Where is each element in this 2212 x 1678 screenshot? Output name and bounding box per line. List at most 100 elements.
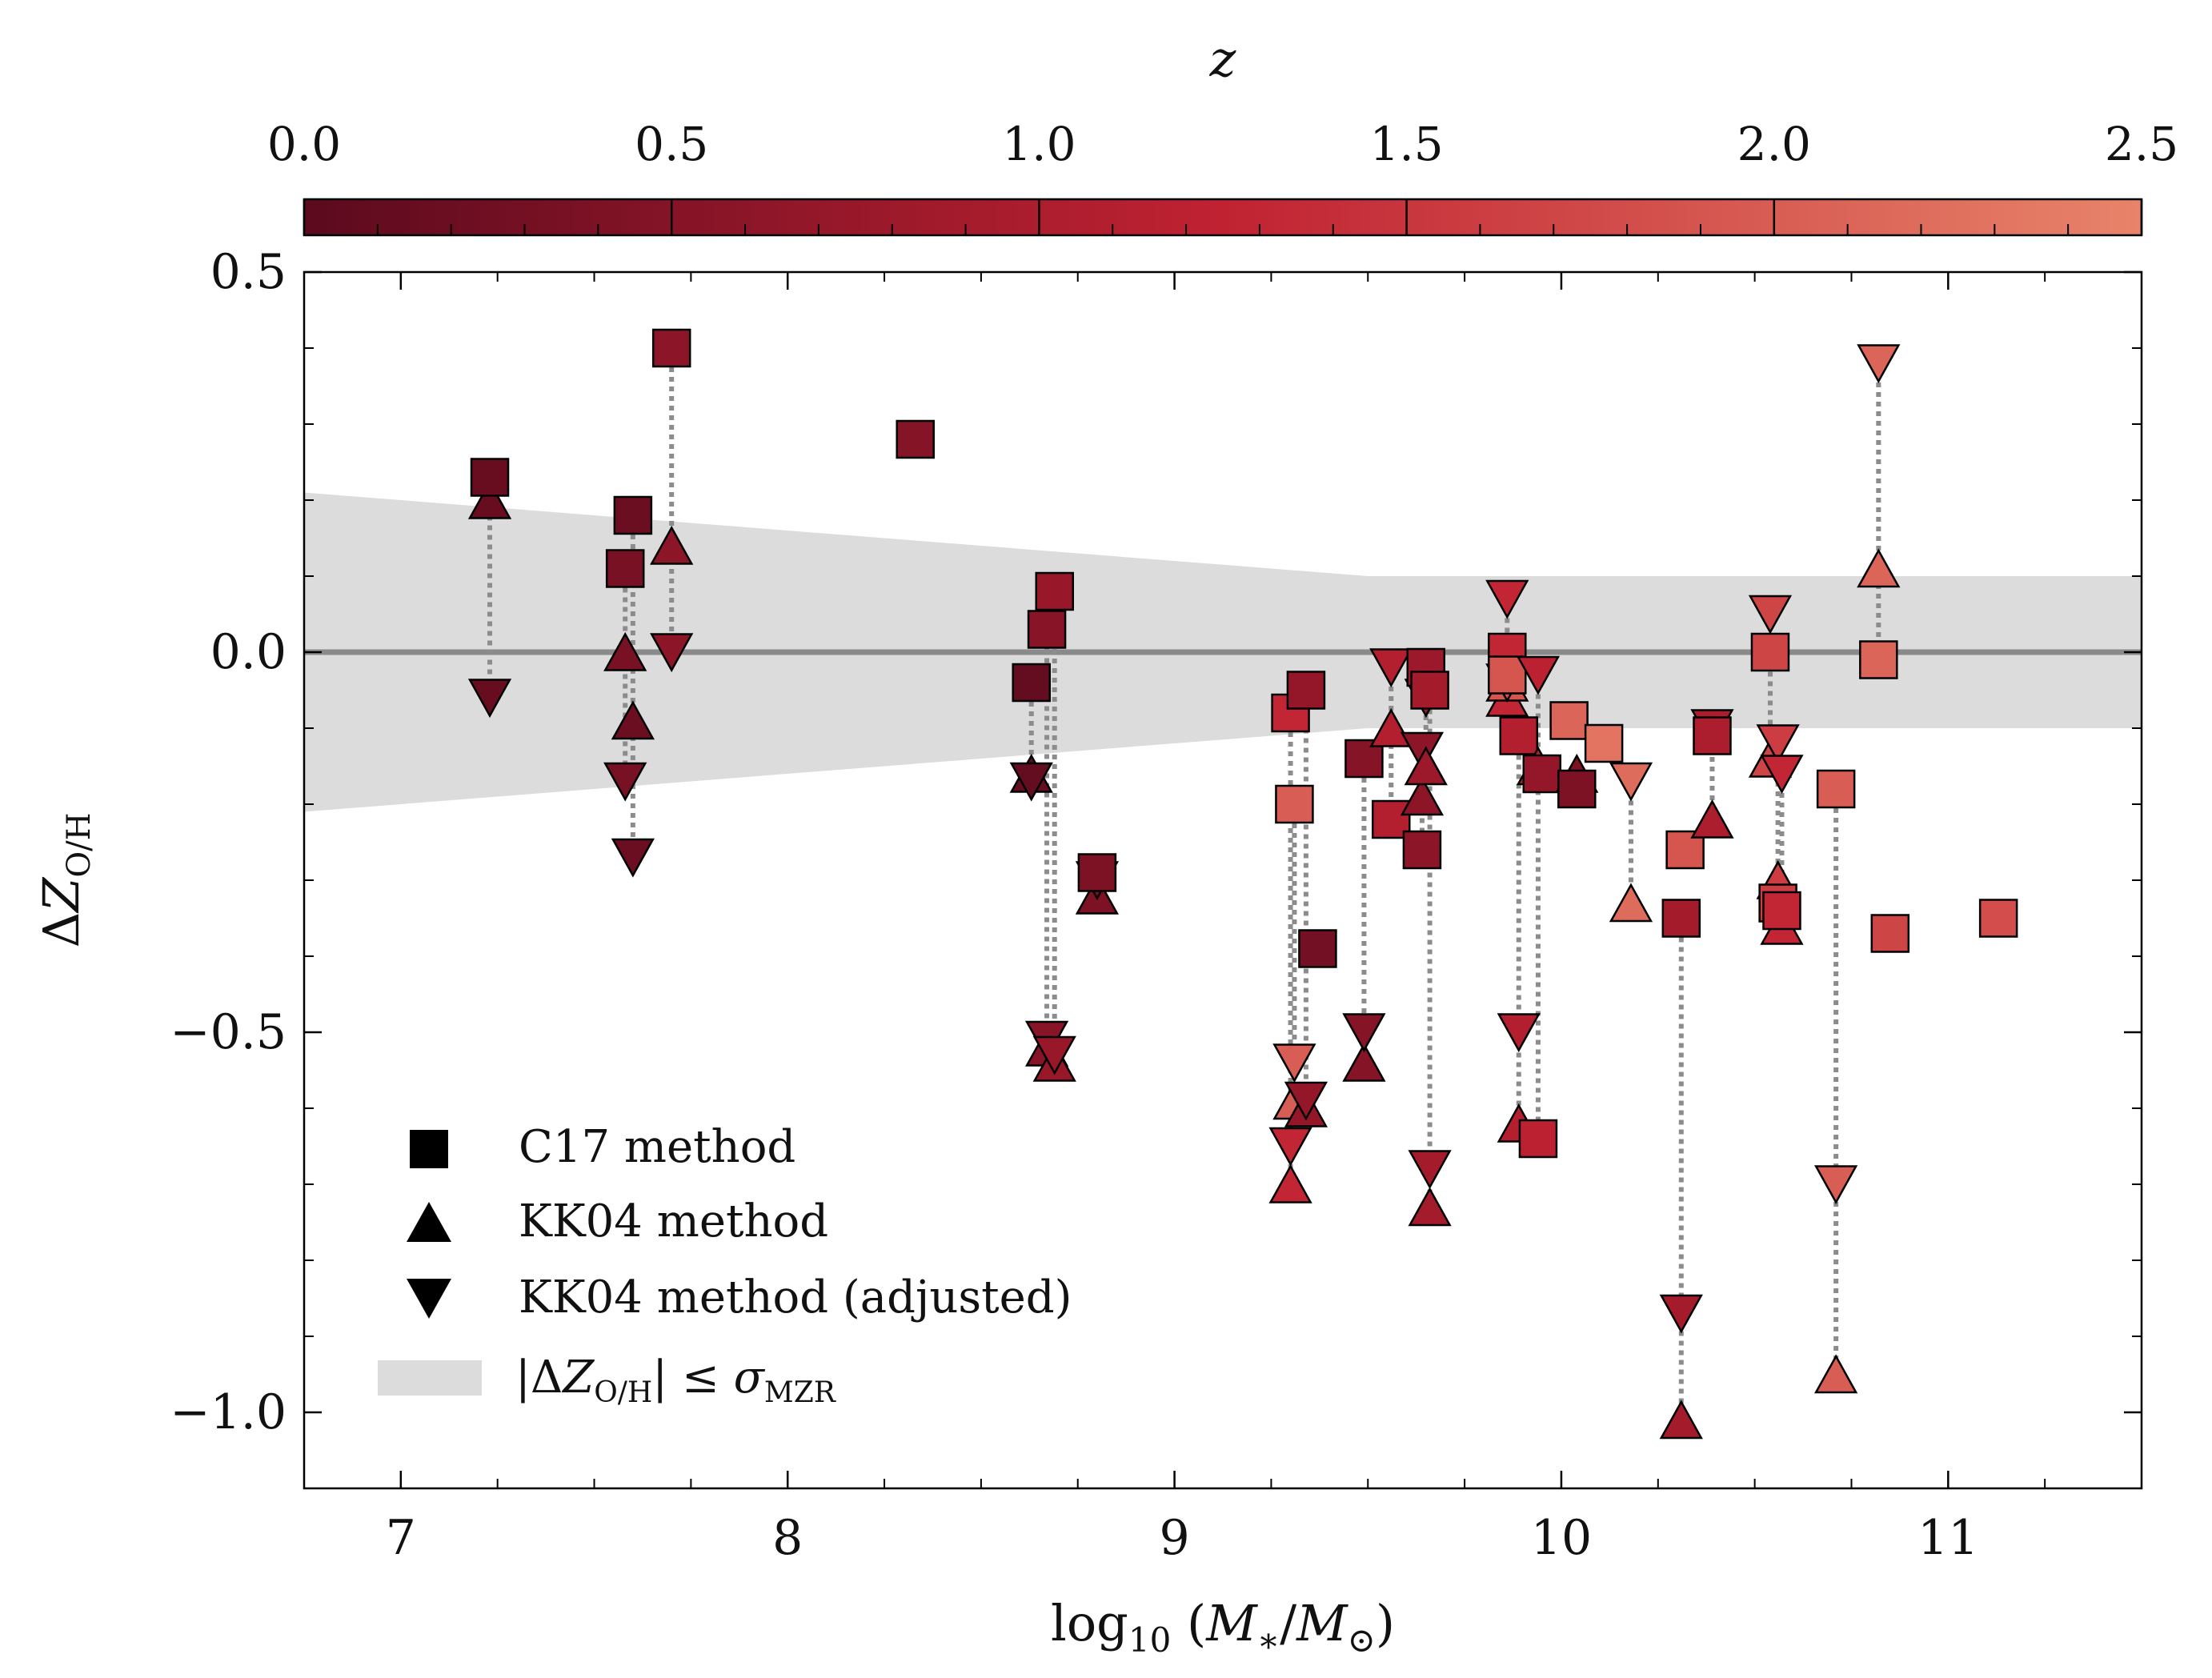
c17-marker [1488, 655, 1527, 695]
kk04-adjusted-marker [1485, 579, 1529, 619]
c17-marker [1859, 640, 1898, 679]
legend: C17 method KK04 method KK04 method (adju… [378, 1121, 1072, 1409]
c17-marker [1870, 914, 1910, 953]
c17-marker [1035, 571, 1074, 611]
colorbar: 0.0 0.5 1.0 1.5 2.0 2.5 z [267, 30, 2178, 237]
kk04-adjusted-marker [467, 679, 512, 719]
c17-marker [470, 458, 510, 497]
c17-marker [613, 495, 653, 535]
c17-marker [1978, 899, 2018, 938]
legend-triangle-up-marker [407, 1202, 451, 1242]
c17-marker [1286, 671, 1326, 710]
axis-ticks: 7 8 9 10 11 0.5 0.0 −0.5 −1.0 [170, 244, 2142, 1566]
kk04-marker [1369, 707, 1413, 747]
legend-label-c17: C17 method [519, 1121, 795, 1173]
legend-square-marker [410, 1130, 448, 1168]
colorbar-label: z [1209, 30, 1236, 88]
colorbar-tick-label: 1.0 [1002, 117, 1076, 171]
kk04-marker [1342, 1042, 1386, 1082]
kk04-marker [1268, 1163, 1312, 1203]
y-axis-label: ΔZO/H [32, 812, 98, 947]
x-label-log: log [1051, 1594, 1128, 1652]
colorbar-bar [303, 198, 2143, 237]
c17-marker [1012, 663, 1051, 703]
c17-marker [605, 549, 645, 588]
kk04-adjusted-marker [1272, 1043, 1316, 1083]
kk04-adjusted-marker [1659, 1294, 1703, 1334]
c17-marker [1693, 716, 1732, 755]
legend-label-sigma: |ΔZO/H| ≤ σMZR [515, 1352, 836, 1409]
kk04-adjusted-marker [1760, 755, 1804, 795]
kk04-marker [1400, 776, 1445, 816]
legend-triangle-down-marker [407, 1279, 451, 1319]
colorbar-tick-label: 0.0 [267, 117, 341, 171]
y-tick-label: −1.0 [170, 1384, 287, 1440]
x-label-rest: ( [1171, 1594, 1206, 1652]
kk04-marker [603, 631, 647, 671]
kk04-adjusted-marker [1857, 344, 1901, 384]
kk04-marker [1408, 1187, 1452, 1227]
c17-marker [1077, 853, 1117, 892]
x-tick-label: 8 [772, 1510, 803, 1566]
c17-marker [1549, 701, 1589, 740]
kk04-marker [1404, 746, 1448, 786]
kk04-marker [1814, 1354, 1858, 1394]
c17-marker [1816, 769, 1856, 809]
c17-marker [1557, 769, 1597, 809]
c17-marker [651, 328, 691, 368]
kk04-adjusted-marker [1497, 1013, 1541, 1053]
legend-label-kk04: KK04 method [519, 1195, 828, 1247]
x-axis-label: log10 (M∗/M⊙) [1051, 1594, 1395, 1660]
kk04-adjusted-marker [1032, 1035, 1076, 1075]
x-tick-label: 11 [1917, 1510, 1978, 1566]
kk04-adjusted-marker [603, 762, 647, 802]
kk04-adjusted-marker [1814, 1165, 1858, 1205]
kk04-adjusted-marker [1009, 762, 1053, 802]
c17-marker [896, 419, 935, 459]
kk04-adjusted-marker [1756, 724, 1800, 764]
colorbar-tick-label: 2.0 [1737, 117, 1811, 171]
kk04-adjusted-marker [1268, 1127, 1312, 1167]
c17-marker [1298, 929, 1337, 968]
kk04-marker [1690, 799, 1734, 839]
x-label-base: 10 [1128, 1620, 1171, 1660]
x-tick-label: 9 [1159, 1510, 1189, 1566]
kk04-adjusted-marker [1516, 655, 1561, 695]
c17-marker [1584, 723, 1624, 763]
kk04-marker [1857, 548, 1901, 588]
y-tick-label: 0.5 [210, 244, 287, 300]
y-tick-label: 0.0 [210, 624, 287, 680]
kk04-marker [467, 479, 512, 519]
markers [467, 328, 2018, 1440]
legend-band-swatch [378, 1360, 482, 1396]
colorbar-tick-label: 0.5 [635, 117, 708, 171]
y-tick-label: −0.5 [170, 1004, 287, 1060]
kk04-marker [611, 700, 655, 740]
c17-marker [1410, 671, 1449, 710]
c17-marker [1518, 1119, 1558, 1159]
kk04-adjusted-marker [650, 633, 694, 673]
colorbar-ticks: 0.0 0.5 1.0 1.5 2.0 2.5 [267, 117, 2178, 235]
c17-marker [1762, 891, 1801, 931]
c17-marker [1522, 754, 1562, 794]
c17-marker [1402, 830, 1442, 870]
c17-marker [1661, 899, 1701, 938]
x-tick-label: 10 [1531, 1510, 1592, 1566]
legend-label-kk04-adjusted: KK04 method (adjusted) [519, 1272, 1072, 1324]
kk04-adjusted-marker [611, 838, 655, 878]
colorbar-tick-label: 2.5 [2105, 117, 2178, 171]
kk04-adjusted-marker [1400, 731, 1445, 771]
kk04-adjusted-marker [1342, 1013, 1386, 1053]
kk04-adjusted-marker [1609, 762, 1653, 802]
x-tick-label: 7 [386, 1510, 416, 1566]
kk04-adjusted-marker [1408, 1150, 1452, 1190]
c17-marker [1372, 799, 1411, 839]
kk04-adjusted-marker [1369, 648, 1413, 688]
plot-area: 7 8 9 10 11 0.5 0.0 −0.5 −1.0 [170, 244, 2143, 1566]
c17-marker [1499, 716, 1539, 755]
kk04-marker [1609, 883, 1653, 923]
kk04-marker [650, 525, 694, 565]
kk04-marker [1659, 1400, 1703, 1440]
connectors [487, 348, 1881, 1420]
